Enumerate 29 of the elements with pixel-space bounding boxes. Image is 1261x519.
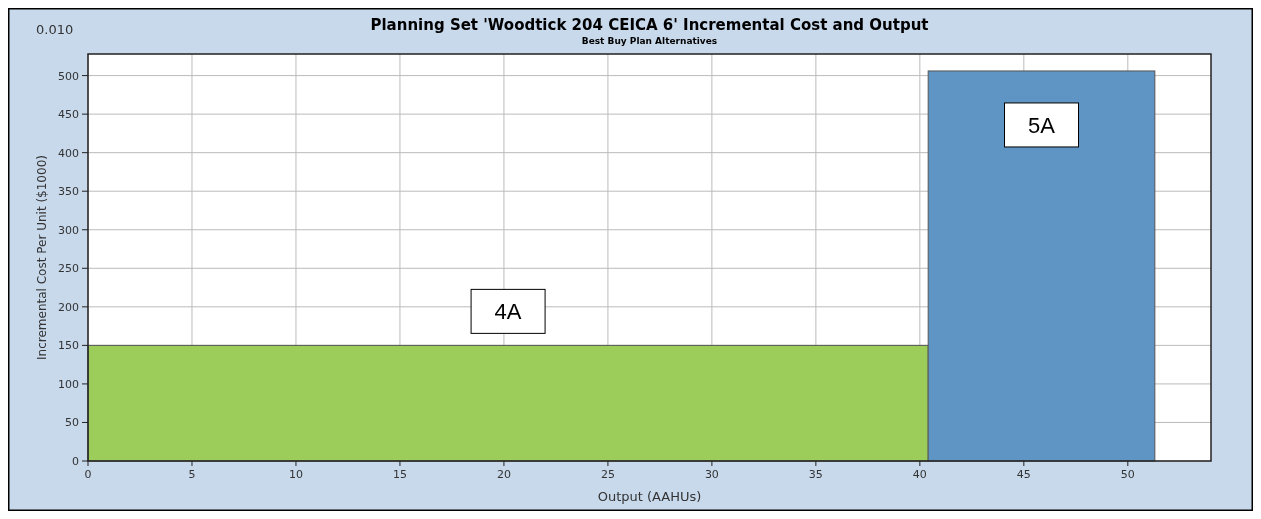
x-tick-label: 50 [1120,468,1135,481]
annotation: 4A [494,299,522,325]
x-tick-label: 15 [392,468,407,481]
x-tick-label: 10 [288,468,303,481]
y-tick-label: 500 [58,69,79,83]
x-tick-label: 5 [188,468,196,481]
x-tick-label: 35 [808,468,823,481]
y-tick-label: 350 [58,185,79,199]
x-tick-label: 40 [912,468,927,481]
y-tick-label: 0 [72,455,79,468]
x-tick-label: 25 [600,468,615,481]
y-tick-label: 100 [58,377,79,391]
y-tick-label: 450 [58,108,79,122]
y-tick-label: 200 [58,300,79,314]
y-axis-title: Incremental Cost Per Unit ($1000) [35,155,49,360]
annotation: 5A [1028,112,1056,138]
y-tick-label: 400 [58,146,79,160]
y-tick-label: 50 [65,416,79,430]
text: 0.010 [36,22,74,37]
x-tick-label: 0 [84,468,92,481]
chart-subtitle: Best Buy Plan Alternatives [581,36,718,46]
x-axis-title: Output (AAHUs) [597,489,702,504]
y-tick-label: 300 [58,223,79,237]
y-tick-label: 150 [58,339,79,353]
x-tick-label: 30 [704,468,719,481]
x-tick-label: 45 [1016,468,1031,481]
x-tick-label: 20 [496,468,511,481]
chart-title: Planning Set 'Woodtick 204 CEICA 6' Incremental Cost and Output [370,16,929,34]
y-tick-label: 250 [58,262,79,276]
